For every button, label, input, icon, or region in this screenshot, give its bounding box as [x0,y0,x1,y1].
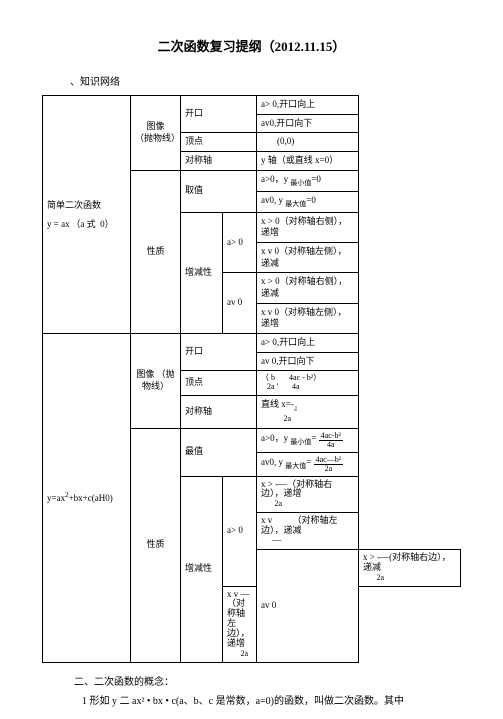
page-title: 二次函数复习提纲（2012.11.15） [42,36,461,55]
outline-table-main: 简单二次函数 y = ax （a 式 0） 图像（抛物线） 开口 a> 0,开口… [42,95,461,663]
footer: 二、二次函数的概念： 1 形如 y 二 ax² • bx • c(a、b、c 是… [42,673,461,709]
v-open-up2: a> 0,开口向上 [257,334,359,353]
lbl-value1: 取值 [181,170,257,212]
a-pos1: a> 0 [223,212,257,273]
v-best1: a>0，y 最小值= 4ac-b²4a [257,428,359,452]
section-1-heading: 、知识网络 [70,73,461,88]
cell-img2: 图像 （抛物线） [131,334,181,429]
v-axis2: 直线 x=-』 2a [257,396,359,429]
a-neg2: av 0 [257,549,359,662]
v-val2: av0, y 最大值=0 [257,191,359,212]
lbl-mono1: 增减性 [181,212,223,334]
a-neg1: av 0 [223,273,257,334]
footer-para: 1 形如 y 二 ax² • bx • c(a、b、c 是常数，a=0)的函数，… [82,694,461,709]
v-open-dn2: av 0,开口向下 [257,352,359,371]
cell-simple: 简单二次函数 y = ax （a 式 0） [43,96,131,334]
lbl-axis2: 对称轴 [181,396,257,429]
cell-prop2: 性质 [131,428,181,662]
lbl-best2: 最值 [181,428,257,476]
v-axis1: y 轴（或直线 x=0） [257,152,359,171]
lbl-open2: 开口 [181,334,257,371]
lbl-mono2: 增减性 [181,476,223,662]
cell-img1: 图像（抛物线） [131,96,181,171]
m23: x > -—(对称轴右边），递减 2a [359,549,461,586]
m21: x > -—（对称轴右边），递增 2a [257,476,359,513]
v-vertex1: (0,0) [257,133,359,152]
cell-general: y=ax2+bx+c(aH0) [43,334,131,663]
lbl-open1: 开口 [181,96,257,133]
v-open-dn1: av0,开口向下 [257,114,359,133]
lbl-vertex2: 顶点 [181,371,257,396]
a-pos2: a> 0 [223,476,257,586]
m1: x > 0（对称轴右侧），递增 [257,212,359,242]
m4: x v 0（对称轴左侧），递增 [257,303,359,333]
lbl-vertex1: 顶点 [181,133,257,152]
v-val1: a>0，y 最小值=0 [257,170,359,191]
m2: x v 0（对称轴左侧），递减 [257,242,359,272]
v-vertex2: （ b 4ac - b²） 2a ' 4a [257,371,359,396]
cell-prop1: 性质 [131,170,181,333]
v-open-up1: a> 0,开口向上 [257,96,359,115]
lbl-axis1: 对称轴 [181,152,257,171]
m22: x v （对称轴左边），递减 — [257,513,359,550]
section-2-heading: 二、二次函数的概念： [74,673,461,688]
m24: x v —（对称轴左边），递增 2a [223,586,257,662]
v-best2: av0, y 最大值= 4ac—b²2a [257,452,359,476]
m3: x > 0（对称轴右侧），递减 [257,273,359,303]
